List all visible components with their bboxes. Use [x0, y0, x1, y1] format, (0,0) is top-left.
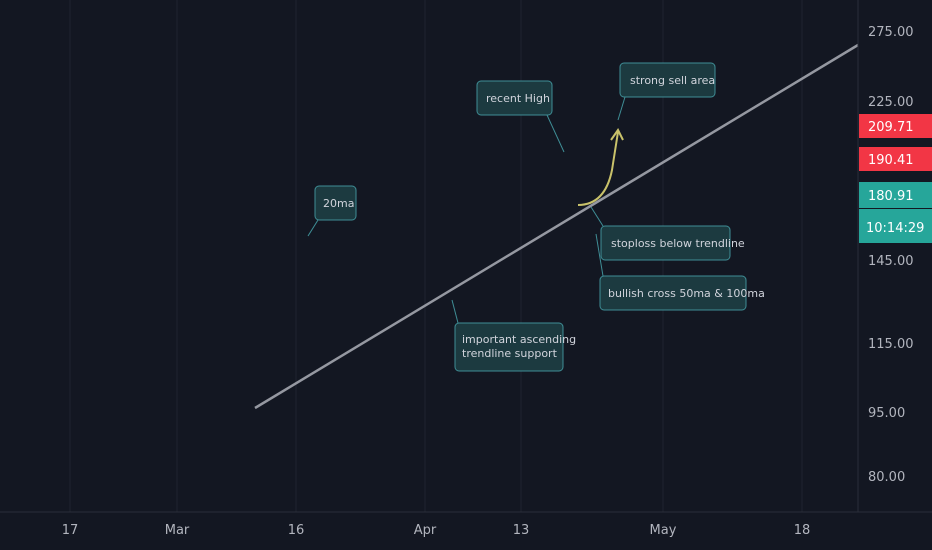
projection-arrowhead	[610, 128, 624, 141]
y-tick-label: 95.00	[868, 406, 905, 421]
current-price-badge: 180.91	[859, 182, 932, 208]
svg-text:stoploss below trendline: stoploss below trendline	[611, 237, 745, 250]
x-tick-label: Apr	[414, 523, 437, 538]
x-tick-label: Mar	[165, 523, 190, 538]
ascending-trendline	[254, 43, 859, 410]
x-tick-label: 18	[794, 523, 811, 538]
y-tick-label: 115.00	[868, 337, 914, 352]
callout-recent-high: recent High	[476, 80, 565, 153]
price-badge-209: 209.71	[859, 114, 932, 138]
callout-20ma: 20ma	[307, 185, 357, 237]
y-tick-label: 145.00	[868, 254, 914, 269]
price-badge-190: 190.41	[859, 147, 932, 171]
y-tick-label: 225.00	[868, 95, 914, 110]
y-tick-label: 80.00	[868, 470, 905, 485]
svg-text:10:14:29: 10:14:29	[866, 221, 924, 236]
svg-text:180.91: 180.91	[868, 189, 914, 204]
svg-text:190.41: 190.41	[868, 153, 914, 168]
y-tick-label: 275.00	[868, 25, 914, 40]
projection-arrow	[577, 131, 619, 206]
svg-text:209.71: 209.71	[868, 120, 914, 135]
svg-text:bullish cross 50ma & 100ma: bullish cross 50ma & 100ma	[608, 287, 765, 300]
svg-text:recent High: recent High	[486, 92, 550, 105]
x-tick-label: 16	[288, 523, 305, 538]
countdown-badge: 10:14:29	[859, 209, 932, 243]
x-tick-label: 13	[513, 523, 530, 538]
callout-strong-sell-area: strong sell area	[617, 62, 716, 121]
svg-text:strong sell area: strong sell area	[630, 74, 715, 87]
x-tick-label: 17	[62, 523, 79, 538]
callout-bullish-cross: bullish cross 50ma & 100ma	[595, 233, 765, 311]
x-tick-label: May	[650, 523, 677, 538]
callout-stoploss: stoploss below trendline	[590, 206, 745, 261]
svg-text:20ma: 20ma	[323, 197, 354, 210]
overlays	[254, 43, 859, 410]
callout-trendline-support: important ascending trendline support	[451, 299, 576, 372]
